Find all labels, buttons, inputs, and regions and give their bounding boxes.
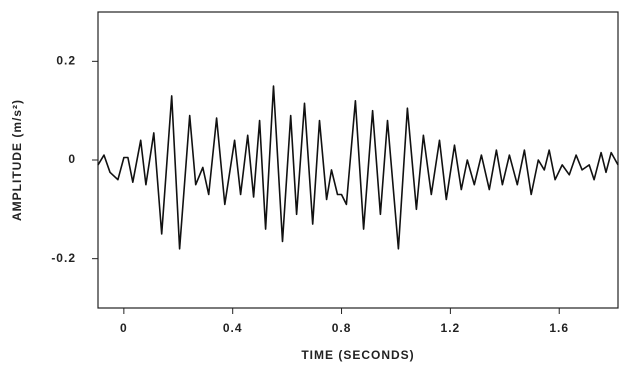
x-tick-label: 0 [120,321,128,335]
x-tick-label: 0.8 [332,321,352,335]
y-tick-label: 0 [68,152,76,166]
x-tick-label: 0.4 [223,321,243,335]
plot-frame [97,11,619,309]
x-tick-label: 1.2 [441,321,461,335]
waveform-line [97,85,619,250]
y-tick-label: 0.2 [56,54,76,68]
x-tick-label: 1.6 [549,321,569,335]
x-axis-label: TIME (SECONDS) [301,348,414,362]
y-tick-label: -0.2 [51,251,76,265]
y-axis-label: AMPLITUDE (m/s²) [10,99,24,221]
